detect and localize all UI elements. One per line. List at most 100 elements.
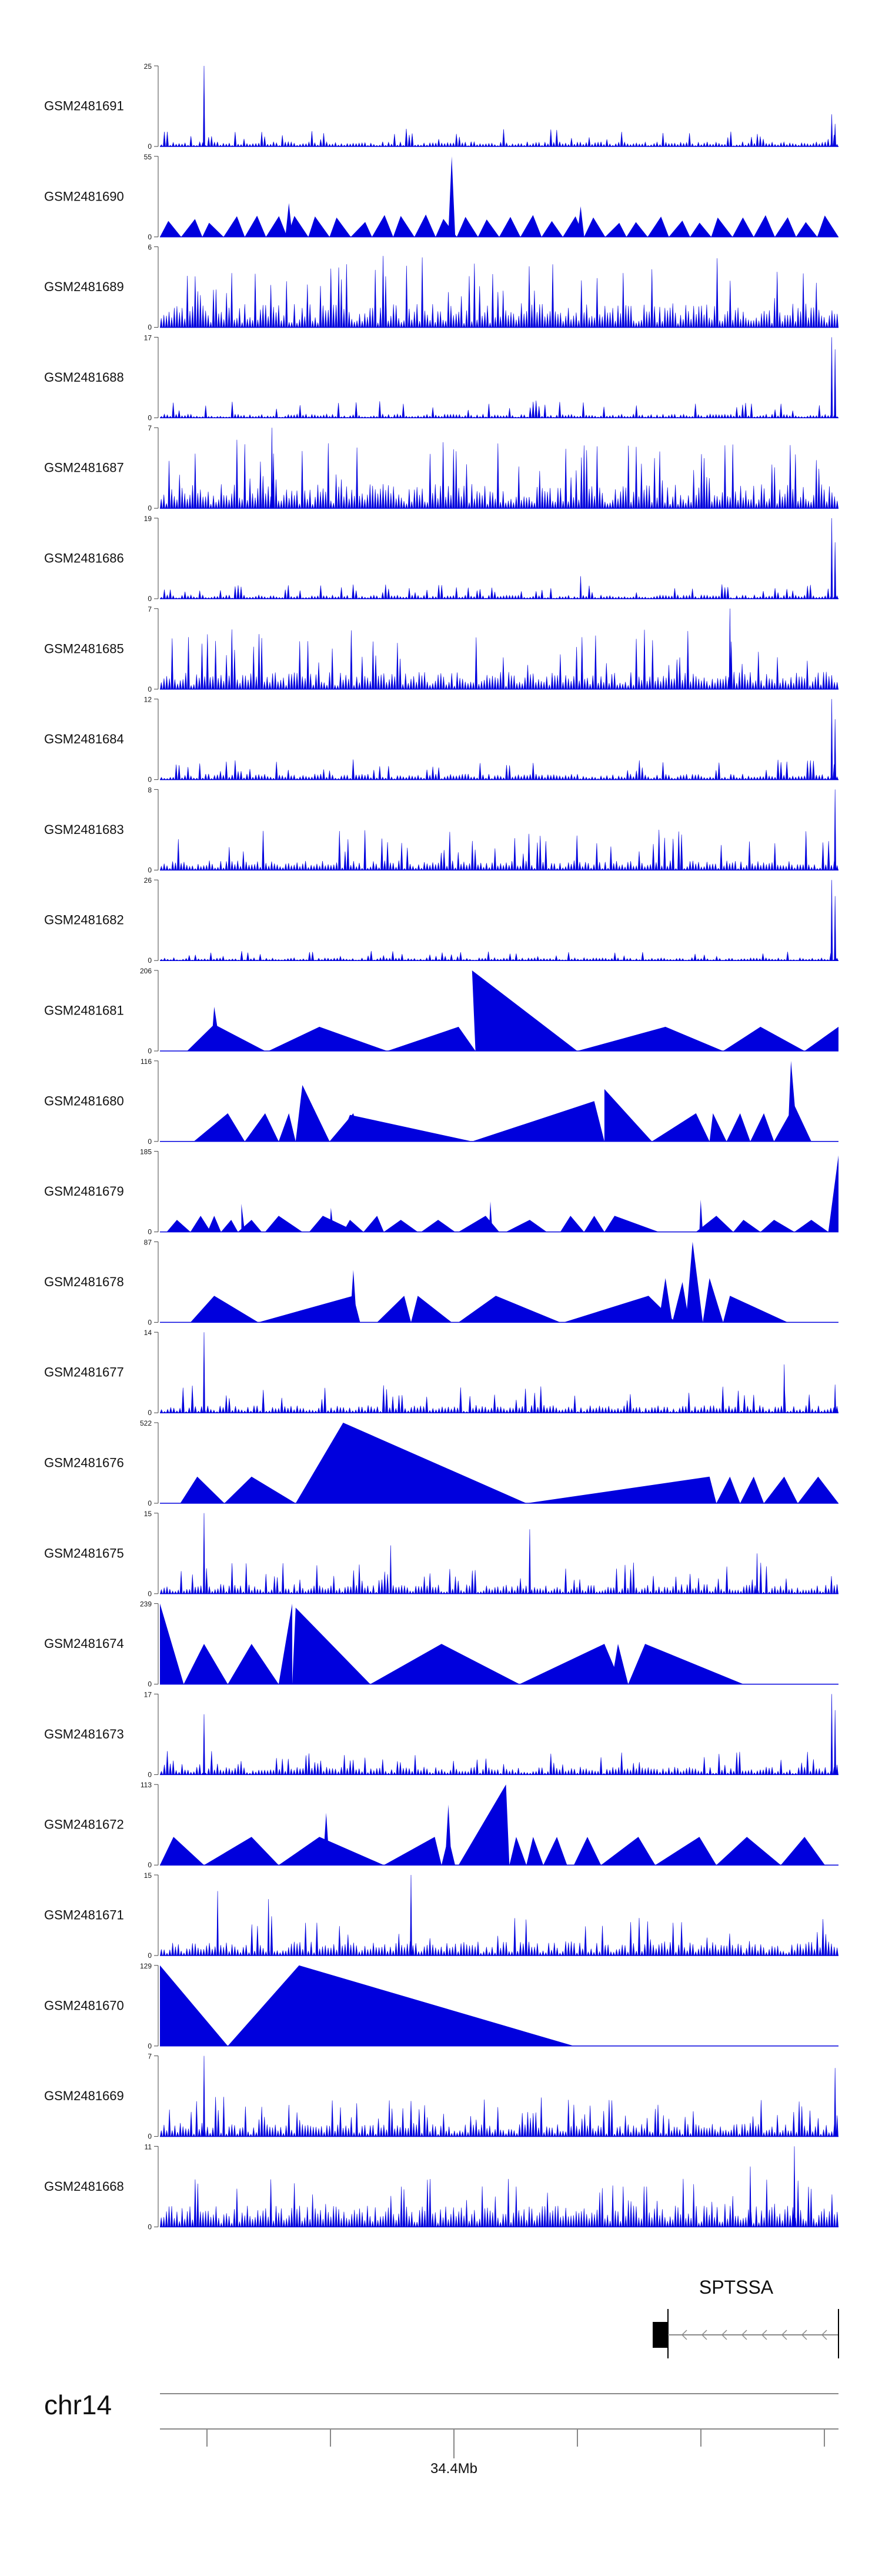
y-axis-min-label: 0 (148, 413, 152, 422)
signal-area (160, 518, 838, 599)
signal-area (160, 608, 838, 690)
track-label: GSM2481691 (44, 99, 124, 114)
track-GSM2481687: GSM2481687 7 0 (44, 424, 838, 512)
track-GSM2481669: GSM2481669 7 0 (44, 2053, 838, 2141)
signal-peak (295, 1085, 330, 1142)
signal-peak (669, 221, 690, 237)
y-axis-max-label: 7 (148, 424, 152, 432)
signal-peak (421, 1220, 455, 1232)
signal-peak (472, 970, 577, 1051)
track-GSM2481673: GSM2481673 17 0 (44, 1690, 838, 1778)
gene-label: SPTSSA (699, 2277, 774, 2298)
track-label: GSM2481685 (44, 641, 124, 656)
signal-tracks: GSM2481691250GSM2481690550GSM248168960GS… (44, 62, 839, 2231)
signal-peak (506, 1220, 547, 1232)
strand-arrow (761, 2330, 767, 2340)
signal-peak (223, 216, 245, 237)
signal-peak (372, 215, 393, 237)
signal-peak (672, 1282, 690, 1323)
y-axis-min-label: 0 (148, 776, 152, 784)
track-GSM2481683: GSM2481683 8 0 (44, 786, 838, 874)
signal-peak (387, 1026, 476, 1051)
signal-area (160, 337, 839, 418)
y-axis-max-label: 14 (144, 1329, 152, 1337)
signal-peak (309, 1216, 357, 1232)
signal-peak (611, 1644, 629, 1684)
signal-peak (458, 1784, 510, 1866)
signal-peak (190, 1216, 211, 1232)
track-GSM2481684: GSM2481684 12 0 (44, 696, 838, 784)
signal-peak (605, 222, 627, 237)
track-label: GSM2481684 (44, 732, 124, 746)
signal-peak (287, 216, 309, 237)
signal-peak (448, 156, 456, 237)
track-label: GSM2481675 (44, 1546, 124, 1560)
strand-arrow (801, 2330, 807, 2340)
y-axis-min-label: 0 (148, 1680, 152, 1689)
signal-peak (584, 217, 606, 237)
signal-peak (723, 1296, 788, 1323)
signal-peak (690, 222, 711, 237)
signal-area (160, 65, 839, 147)
signal-peak (268, 1026, 387, 1051)
signal-peak (295, 1423, 527, 1503)
signal-peak (350, 222, 372, 237)
signal-peak (796, 222, 817, 237)
signal-peak (329, 1207, 334, 1232)
y-axis-max-label: 7 (148, 605, 152, 613)
signal-peak (526, 1837, 543, 1866)
track-label: GSM2481683 (44, 822, 124, 837)
signal-peak (183, 1644, 228, 1684)
track-label: GSM2481673 (44, 1727, 124, 1741)
strand-arrow (821, 2330, 827, 2340)
signal-peak (323, 1813, 330, 1866)
signal-area (160, 1694, 838, 1775)
track-label: GSM2481669 (44, 2088, 124, 2103)
y-axis-min-label: 0 (148, 2223, 152, 2231)
signal-peak (659, 1278, 673, 1323)
signal-peak (266, 216, 288, 237)
y-axis-max-label: 15 (144, 1510, 152, 1518)
signal-peak (509, 1837, 527, 1866)
signal-peak (584, 1216, 604, 1232)
y-axis-max-label: 113 (141, 1781, 152, 1789)
signal-peak (787, 1060, 798, 1142)
signal-peak (278, 1113, 296, 1142)
signal-peak (760, 1220, 794, 1232)
signal-peak (166, 1220, 191, 1232)
track-GSM2481677: GSM2481677 14 0 (44, 1329, 838, 1417)
signal-peak (363, 1216, 384, 1232)
strand-arrow (721, 2330, 727, 2340)
signal-peak (241, 1203, 245, 1232)
signal-peak (817, 215, 838, 237)
signal-peak (794, 1220, 828, 1232)
signal-peak (723, 1026, 805, 1051)
axis-tick-label: 34.4Mb (430, 2461, 477, 2477)
track-label: GSM2481688 (44, 370, 124, 385)
y-axis-max-label: 116 (141, 1057, 152, 1066)
signal-peak (278, 1603, 292, 1684)
track-GSM2481668: GSM2481668 11 0 (44, 2143, 838, 2231)
y-axis-min-label: 0 (148, 1318, 152, 1326)
signal-peak (780, 1837, 825, 1866)
signal-peak (519, 1644, 622, 1684)
signal-peak (160, 221, 182, 237)
signal-peak (526, 1476, 717, 1503)
y-axis-min-label: 0 (148, 685, 152, 693)
track-label: GSM2481668 (44, 2179, 124, 2194)
signal-peak (308, 216, 330, 237)
signal-peak (804, 1026, 838, 1051)
signal-peak (703, 1278, 723, 1323)
track-GSM2481691: GSM2481691 25 0 (44, 62, 839, 151)
y-axis-max-label: 185 (140, 1148, 152, 1156)
signal-peak (604, 1089, 652, 1142)
signal-peak (489, 1201, 493, 1232)
signal-peak (445, 1804, 452, 1866)
signal-peak (458, 1216, 499, 1232)
signal-peak (733, 1220, 761, 1232)
y-axis-min-label: 0 (148, 956, 152, 965)
signal-peak (339, 1115, 472, 1142)
signal-peak (655, 1837, 717, 1866)
signal-peak (573, 1837, 602, 1866)
signal-peak (193, 1113, 245, 1142)
